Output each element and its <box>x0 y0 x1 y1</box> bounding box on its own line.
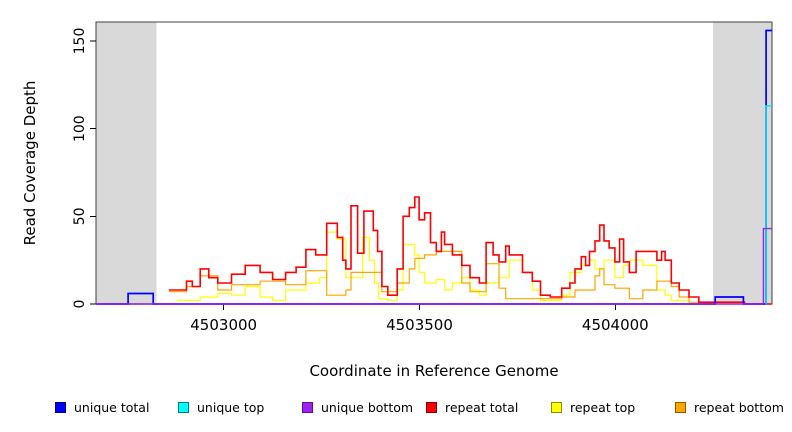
unique-bottom-swatch-icon <box>302 402 313 413</box>
masked-region <box>712 22 772 304</box>
repeat-top-swatch-icon <box>551 402 562 413</box>
x-tick-label: 4503000 <box>190 316 257 334</box>
legend-label: unique top <box>197 400 265 415</box>
legend-item-repeat-total: repeat total <box>426 400 518 415</box>
series-unique-top <box>765 105 772 305</box>
legend-item-unique-top: unique top <box>178 400 264 415</box>
repeat-total-swatch-icon <box>426 402 437 413</box>
unique-top-swatch-icon <box>178 402 189 413</box>
legend-label: unique total <box>74 400 150 415</box>
series-repeat-top <box>176 231 772 305</box>
legend-label: repeat bottom <box>694 400 784 415</box>
series-unique-bottom <box>96 227 772 305</box>
x-tick-label: 4503500 <box>386 316 453 334</box>
x-axis-title: Coordinate in Reference Genome <box>309 362 559 380</box>
series-repeat-total <box>168 196 772 305</box>
y-tick-label: 150 <box>72 28 88 55</box>
y-axis-title: Read Coverage Depth <box>21 80 39 246</box>
legend-item-unique-bottom: unique bottom <box>302 400 413 415</box>
repeat-bottom-swatch-icon <box>675 402 686 413</box>
legend-item-repeat-bottom: repeat bottom <box>675 400 784 415</box>
y-tick-label: 50 <box>72 207 88 225</box>
legend-label: repeat top <box>570 400 636 415</box>
legend-item-repeat-top: repeat top <box>551 400 635 415</box>
x-tick-label: 4504000 <box>582 316 649 334</box>
legend-label: repeat total <box>445 400 519 415</box>
series-repeat-bottom <box>168 250 772 305</box>
y-tick-label: 0 <box>72 300 88 309</box>
unique-total-swatch-icon <box>55 402 66 413</box>
y-tick-label: 100 <box>72 115 88 142</box>
legend-item-unique-total: unique total <box>55 400 149 415</box>
legend-label: unique bottom <box>321 400 414 415</box>
masked-region <box>96 22 157 304</box>
